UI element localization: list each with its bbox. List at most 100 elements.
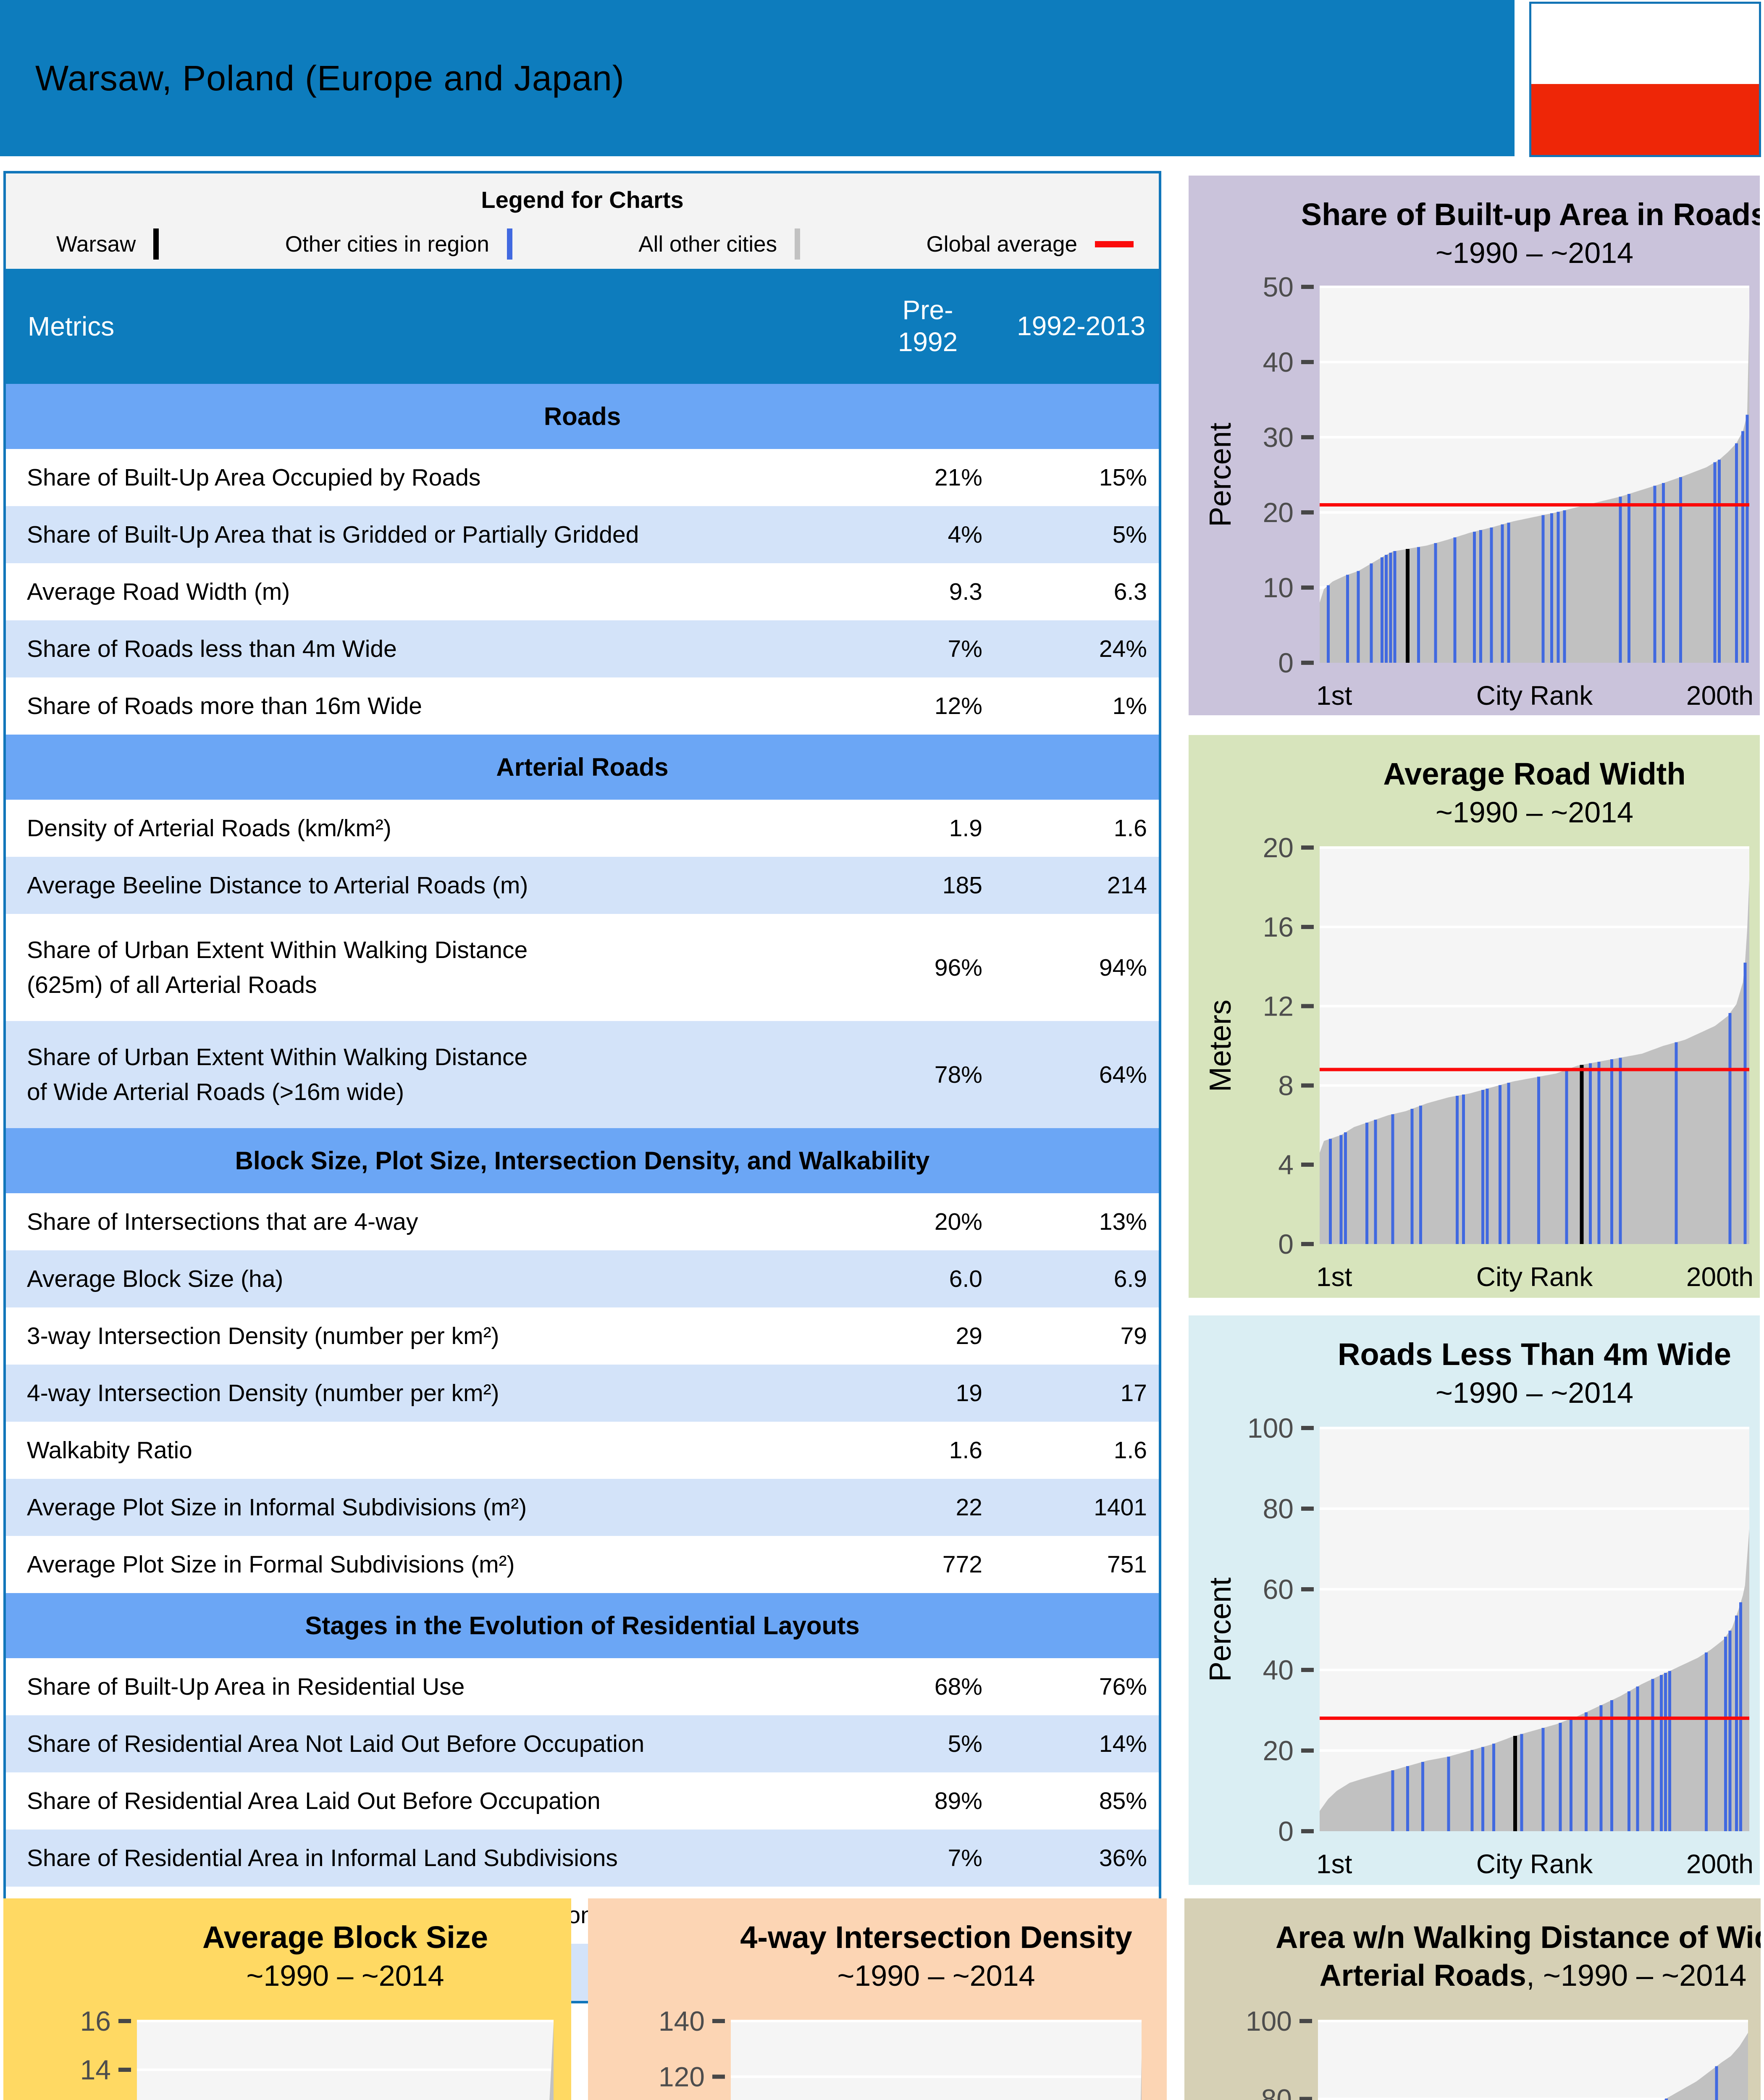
metric-value-pre-1992: 68% [934, 1673, 982, 1700]
legend-item-label: All other cities [638, 231, 777, 257]
svg-text:200th: 200th [1686, 1849, 1754, 1879]
metric-value-1992-2013: 36% [1099, 1845, 1147, 1872]
legend-item-warsaw: Warsaw [56, 228, 159, 260]
svg-text:20: 20 [1263, 832, 1294, 863]
chart-4-way-intersection-density: 0204060801001201401stCity Rank200thNumbe… [588, 1898, 1167, 2100]
svg-text:Area w/n Walking Distance of W: Area w/n Walking Distance of Wide [1276, 1920, 1761, 1955]
poland-flag-white-stripe [1531, 4, 1759, 84]
y-axis-label: Percent [1204, 423, 1237, 527]
metric-label: 3-way Intersection Density (number per k… [27, 1322, 499, 1349]
all-other-cities-area [1320, 317, 1749, 663]
y-axis-ticks: 0 10 20 30 40 50 [1263, 271, 1314, 678]
metric-value-pre-1992: 19 [956, 1380, 982, 1407]
legend-item-other-cities-in-region: Other cities in region [285, 228, 512, 260]
metric-label: Share of Residential Area in Informal La… [27, 1844, 618, 1872]
metric-label: Walkabity Ratio [27, 1436, 192, 1464]
metric-label: Share of Built-Up Area in Residential Us… [27, 1673, 465, 1700]
svg-text:~1990 – ~2014: ~1990 – ~2014 [1436, 236, 1633, 269]
svg-text:80: 80 [1263, 1493, 1294, 1524]
metric-label: Share of Roads more than 16m Wide [27, 692, 422, 719]
metric-value-pre-1992: 9.3 [949, 578, 982, 605]
table-row: Share of Built-Up Area in Residential Us… [6, 1658, 1159, 1715]
metric-value-1992-2013: 6.9 [1113, 1265, 1147, 1292]
svg-text:0: 0 [1278, 1228, 1294, 1260]
metric-value-1992-2013: 94% [1099, 954, 1147, 981]
legend-title: Legend for Charts [481, 186, 684, 213]
table-section-header: Roads [6, 384, 1159, 449]
metrics-table-body: Roads Share of Built-Up Area Occupied by … [6, 384, 1159, 2001]
metric-value-pre-1992: 1.9 [949, 815, 982, 842]
table-row: Density of Arterial Roads (km/km²) 1.9 1.6 [6, 800, 1159, 857]
chart-svg: 0 10 20 30 40 50 1st City Rank 200th Percent Share… [1204, 197, 1760, 711]
plot-area [731, 2021, 1142, 2100]
svg-text:~1990 – ~2014: ~1990 – ~2014 [246, 1959, 444, 1992]
metric-value-pre-1992: 78% [934, 1061, 982, 1088]
metric-value-1992-2013: 13% [1099, 1208, 1147, 1235]
metric-value-pre-1992: 20% [934, 1208, 982, 1235]
warsaw-bar [1580, 1065, 1584, 1244]
header-band: Warsaw, Poland (Europe and Japan) [0, 0, 1515, 156]
svg-text:100: 100 [1246, 2006, 1292, 2037]
metric-value-pre-1992: 89% [934, 1788, 982, 1814]
svg-text:Average Block Size: Average Block Size [202, 1920, 488, 1955]
chart-title: 4-way Intersection Density ~1990 – ~2014 [740, 1920, 1132, 1992]
metric-label: Density of Arterial Roads (km/km²) [27, 814, 391, 842]
all-other-cities-area [1320, 879, 1749, 1244]
metric-value-pre-1992: 22 [956, 1494, 982, 1521]
metric-value-1992-2013: 76% [1099, 1673, 1147, 1700]
svg-text:1st: 1st [1316, 680, 1352, 711]
vertical-bar-icon [795, 228, 801, 260]
legend-item-all-other-cities: All other cities [638, 228, 801, 260]
table-row: 3-way Intersection Density (number per k… [6, 1307, 1159, 1365]
metric-value-1992-2013: 1.6 [1113, 815, 1147, 842]
svg-text:80: 80 [1261, 2084, 1292, 2100]
svg-text:Average Road Width: Average Road Width [1383, 756, 1685, 791]
metric-value-1992-2013: 79 [1120, 1323, 1147, 1349]
svg-text:120: 120 [659, 2061, 705, 2092]
table-row: Share of Residential Area Not Laid Out B… [6, 1715, 1159, 1772]
table-row: Share of Roads less than 4m Wide 7% 24% [6, 620, 1159, 677]
horizontal-dash-icon [1095, 241, 1134, 247]
svg-text:12: 12 [1263, 991, 1294, 1022]
poland-flag-red-stripe [1531, 84, 1759, 155]
y-axis-ticks: 0246810121416 [80, 2006, 131, 2085]
plot-area [1318, 2021, 1748, 2100]
svg-text:~1990 – ~2014: ~1990 – ~2014 [837, 1959, 1035, 1992]
vertical-bar-icon [153, 228, 159, 260]
metric-value-1992-2013: 5% [1112, 521, 1147, 548]
gridlines [731, 2020, 1142, 2078]
all-other-cities-area [549, 2023, 554, 2100]
table-row: Average Plot Size in Formal Subdivisions… [6, 1536, 1159, 1593]
svg-text:4-way Intersection Density: 4-way Intersection Density [740, 1920, 1132, 1955]
svg-text:1st: 1st [1316, 1262, 1352, 1292]
table-row: Average Beeline Distance to Arterial Roa… [6, 857, 1159, 914]
metric-label: Share of Residential Area Laid Out Befor… [27, 1787, 601, 1814]
svg-text:8: 8 [1278, 1070, 1294, 1101]
chart-svg: 0 20 40 60 80 100 1st City Rank 200th Percent Road… [1204, 1337, 1754, 1879]
chart-legend: Legend for Charts Warsaw Other cities in … [6, 173, 1159, 269]
metric-label: Average Beeline Distance to Arterial Roa… [27, 872, 528, 899]
x-axis-labels: 1st City Rank 200th [1316, 1262, 1754, 1292]
chart-share-built-up-area-in-roads: 0 10 20 30 40 50 1st City Rank 200th Percent Share… [1189, 176, 1760, 715]
svg-text:50: 50 [1263, 271, 1294, 302]
metric-label: Average Plot Size in Formal Subdivisions… [27, 1551, 515, 1578]
legend-item-label: Warsaw [56, 231, 136, 257]
svg-text:20: 20 [1263, 1735, 1294, 1766]
svg-text:100: 100 [1247, 1412, 1294, 1444]
svg-text:16: 16 [1263, 911, 1294, 942]
metric-value-1992-2013: 214 [1107, 872, 1147, 899]
svg-text:~1990 – ~2014: ~1990 – ~2014 [1436, 1376, 1633, 1409]
table-section-header: Block Size, Plot Size, Intersection Dens… [6, 1128, 1159, 1193]
svg-text:60: 60 [1263, 1574, 1294, 1605]
y-axis-ticks: 0 4 8 12 16 20 [1263, 832, 1314, 1260]
svg-text:200th: 200th [1686, 1262, 1754, 1292]
metric-label: Average Plot Size in Informal Subdivisio… [27, 1494, 527, 1521]
y-axis-ticks: 0 20 40 60 80 100 [1247, 1412, 1314, 1847]
chart-title: Average Block Size ~1990 – ~2014 [202, 1920, 488, 1992]
metric-label: Share of Built-Up Area Occupied by Roads [27, 464, 481, 491]
table-section-header: Stages in the Evolution of Residential L… [6, 1593, 1159, 1658]
y-axis-label: Percent [1204, 1578, 1237, 1682]
chart-average-block-size: 02468101214161stCity Rank200thHectaresAv… [3, 1898, 571, 2100]
metric-value-1992-2013: 1.6 [1113, 1437, 1147, 1464]
